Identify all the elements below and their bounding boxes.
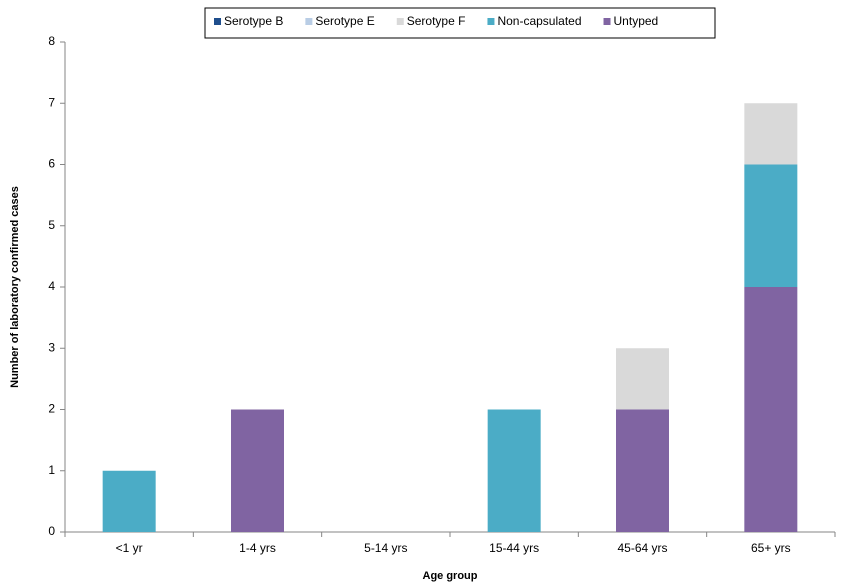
y-tick-label: 5: [48, 218, 55, 232]
bar-segment: [616, 409, 669, 532]
bar-segment: [487, 409, 541, 532]
x-tick-label: 1-4 yrs: [239, 541, 276, 555]
y-tick-label: 4: [48, 279, 55, 293]
y-tick-label: 7: [48, 95, 55, 109]
y-axis-title: Number of laboratory confirmed cases: [9, 186, 21, 388]
y-tick-label: 1: [48, 463, 55, 477]
legend-swatch: [487, 18, 495, 25]
legend-label: Serotype B: [224, 14, 283, 28]
legend-swatch: [396, 18, 404, 25]
x-axis-title: Age group: [423, 570, 478, 582]
y-tick-label: 0: [48, 524, 55, 538]
y-tick-label: 3: [48, 340, 55, 354]
bar-segment: [616, 348, 669, 410]
x-tick-label: 45-64 yrs: [617, 541, 667, 555]
y-tick-label: 8: [48, 34, 55, 48]
bar-segment: [102, 470, 156, 532]
y-tick-label: 2: [48, 402, 55, 416]
x-tick-label: 15-44 yrs: [489, 541, 539, 555]
x-tick-label: 5-14 yrs: [364, 541, 407, 555]
legend-label: Serotype F: [407, 14, 466, 28]
legend-label: Non-capsulated: [497, 14, 581, 28]
legend-swatch: [603, 18, 611, 25]
legend-label: Untyped: [614, 14, 659, 28]
bar-segment: [744, 103, 798, 165]
legend-swatch: [305, 18, 313, 25]
x-tick-label: 65+ yrs: [751, 541, 791, 555]
legend-swatch: [214, 18, 221, 25]
bar-segment: [744, 287, 798, 532]
y-tick-label: 6: [48, 157, 55, 171]
x-tick-label: <1 yr: [116, 541, 143, 555]
bar-segment: [744, 164, 798, 287]
legend-label: Serotype E: [315, 14, 374, 28]
legend-box: [204, 7, 716, 39]
bar-segment: [231, 409, 284, 532]
